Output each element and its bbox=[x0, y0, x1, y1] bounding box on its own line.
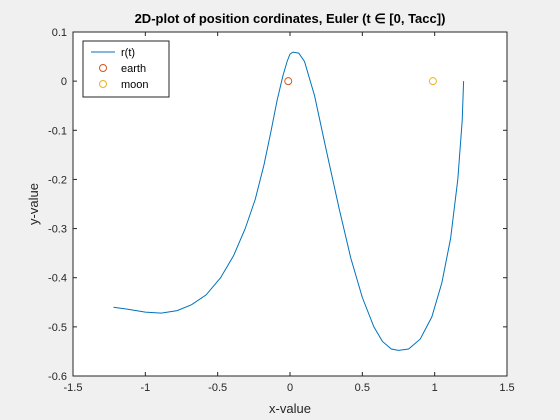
y-tick-label: -0.5 bbox=[48, 322, 67, 334]
y-tick-label: -0.3 bbox=[48, 224, 67, 236]
y-tick-label: -0.6 bbox=[48, 371, 67, 383]
series-layer bbox=[113, 51, 465, 351]
x-tick-label: 0 bbox=[287, 382, 293, 394]
x-tick-label: -0.5 bbox=[208, 382, 227, 394]
legend-label: earth bbox=[121, 63, 146, 75]
y-tick-label: -0.1 bbox=[48, 125, 67, 137]
x-tick-label: -1 bbox=[140, 382, 150, 394]
x-axis-label: x-value bbox=[269, 401, 311, 416]
chart-title: 2D-plot of position cordinates, Euler (t… bbox=[135, 11, 446, 26]
y-tick-label: 0 bbox=[61, 76, 67, 88]
legend: r(t) earth moon bbox=[82, 40, 170, 98]
marker-moon bbox=[428, 77, 437, 86]
marker-earth bbox=[284, 77, 293, 86]
y-tick-label: 0.1 bbox=[52, 27, 67, 39]
x-tick-label: -1.5 bbox=[64, 382, 83, 394]
x-tick-label: 0.5 bbox=[355, 382, 370, 394]
legend-label: moon bbox=[121, 79, 149, 91]
series-line-rt bbox=[113, 51, 465, 351]
x-tick-label: 1.5 bbox=[499, 382, 514, 394]
y-axis-label: y-value bbox=[26, 183, 41, 225]
legend-swatch-marker bbox=[99, 64, 107, 72]
legend-box bbox=[82, 40, 170, 98]
axes-layer: -1.5 -1 -0.5 0 0.5 1 1.5 -0.6 -0.5 -0.4 -0.3 -0.2 -0… bbox=[48, 27, 515, 394]
y-tick-label: -0.4 bbox=[48, 273, 67, 285]
x-tick-label: 1 bbox=[432, 382, 438, 394]
legend-swatch-marker bbox=[99, 80, 107, 88]
y-tick-label: -0.2 bbox=[48, 174, 67, 186]
legend-label: r(t) bbox=[121, 47, 135, 59]
